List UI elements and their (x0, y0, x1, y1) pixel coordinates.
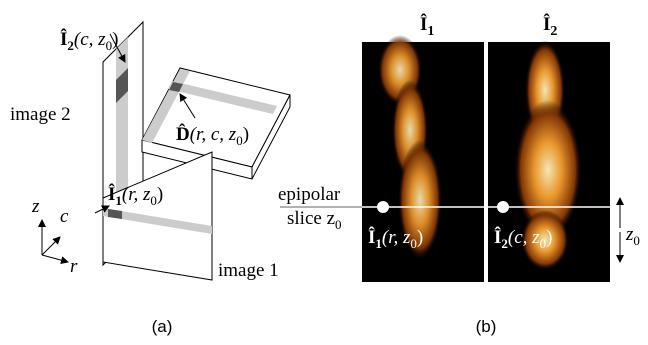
epipolar-label: epipolar (278, 184, 341, 205)
axis-label: c (60, 206, 69, 227)
label-part: ) (243, 124, 249, 145)
label-part: 0 (633, 233, 640, 248)
i2-label: Î2(c, z0) (60, 28, 118, 53)
label-part: (r, z (122, 184, 151, 205)
axis-label: z (31, 196, 40, 217)
label-part: 0 (335, 217, 342, 232)
panel-a: Î2(c, z0) image 2 D̂(r, c, z0) Î1(r, z0)… (10, 22, 290, 336)
label-part: ) (546, 227, 552, 248)
label-part: Î (494, 226, 501, 248)
label-part: (r, c, z (190, 124, 237, 145)
label-part: Î (108, 183, 115, 205)
panel-b: Î1 Î2 epipolar slice z0 Î1(r, z0) Î2(c, … (278, 13, 640, 336)
image2-label: image 2 (10, 104, 71, 125)
label-part: Î (420, 13, 427, 35)
title-2: Î2 (543, 13, 557, 39)
title-1: Î1 (420, 13, 434, 39)
label-part: D̂ (176, 124, 190, 145)
label-part: slice z (287, 208, 335, 229)
axis-label: r (70, 256, 78, 277)
label-part: (c, z (508, 227, 540, 248)
label-part: 2 (550, 24, 557, 39)
caption: (b) (476, 317, 497, 336)
label-part: Î (60, 28, 67, 50)
axis (42, 255, 68, 262)
label-part: (c, z (74, 29, 106, 50)
axis (42, 237, 60, 255)
z0-label: z0 (625, 224, 640, 248)
label-part: Î (543, 13, 550, 35)
point (497, 201, 509, 213)
image1-label: image 1 (218, 260, 279, 281)
label-part: Î (368, 226, 375, 248)
label-part: (r, z (382, 227, 411, 248)
epipolar-label: slice z0 (287, 208, 342, 232)
label-part: ) (157, 184, 163, 205)
caption: (a) (152, 317, 173, 336)
point (377, 201, 389, 213)
figure: Î2(c, z0) image 2 D̂(r, c, z0) Î1(r, z0)… (0, 0, 648, 345)
label-part: ) (112, 29, 118, 50)
label-part: ) (417, 227, 423, 248)
label-part: 1 (427, 24, 434, 39)
